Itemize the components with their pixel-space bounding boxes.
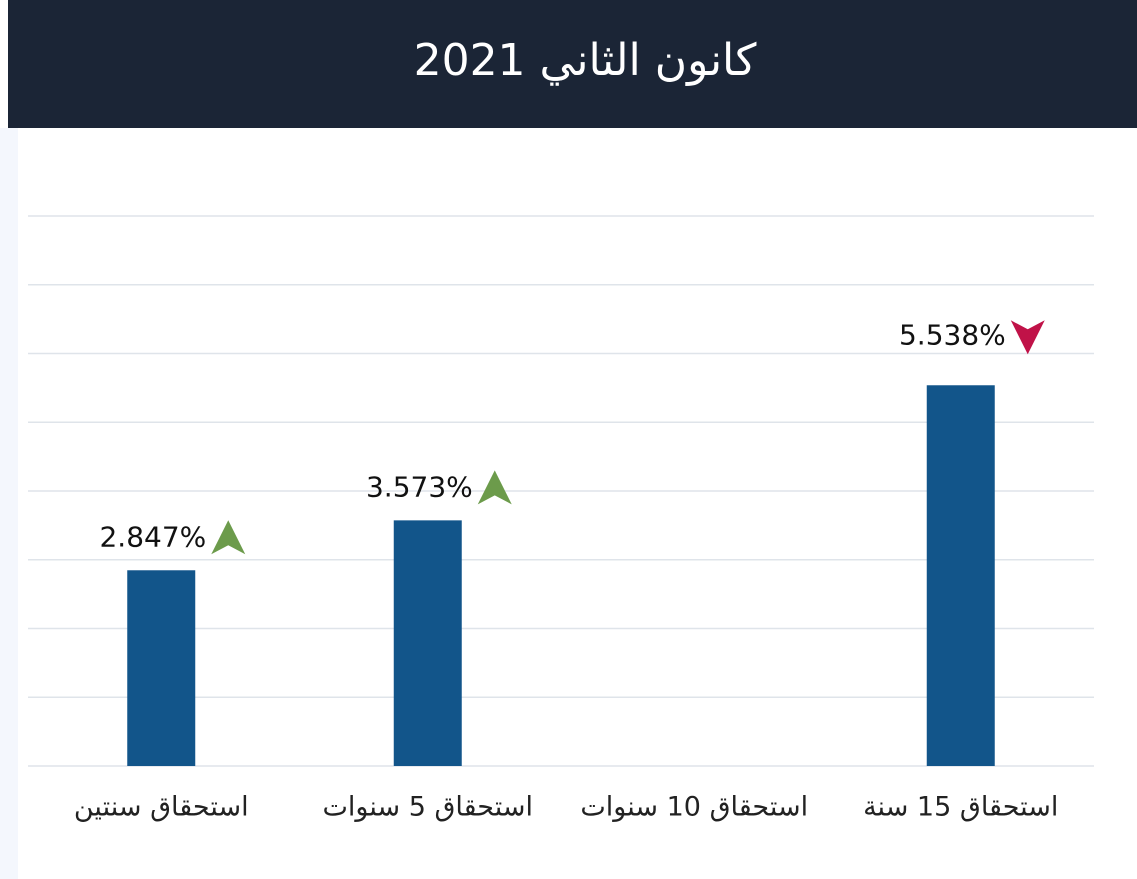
trend-arrow xyxy=(477,470,512,505)
x-tick-label: استحقاق 5 سنوات xyxy=(322,792,533,823)
value-label: 5.538% xyxy=(899,318,1006,351)
bar xyxy=(926,385,995,766)
header xyxy=(8,0,1137,128)
value-label: 3.573% xyxy=(366,470,473,503)
bar xyxy=(127,570,196,766)
side-strip xyxy=(0,128,18,879)
value-label: 2.847% xyxy=(99,520,206,553)
trend-arrow xyxy=(211,520,246,555)
x-tick-label: استحقاق 15 سنة xyxy=(863,792,1058,823)
x-tick-label: استحقاق سنتين xyxy=(74,792,249,823)
chart-title: كانون الثاني 2021 xyxy=(414,35,757,86)
trend-arrow xyxy=(1010,320,1045,355)
x-tick-label: استحقاق 10 سنوات xyxy=(580,792,808,823)
bar xyxy=(393,520,462,766)
